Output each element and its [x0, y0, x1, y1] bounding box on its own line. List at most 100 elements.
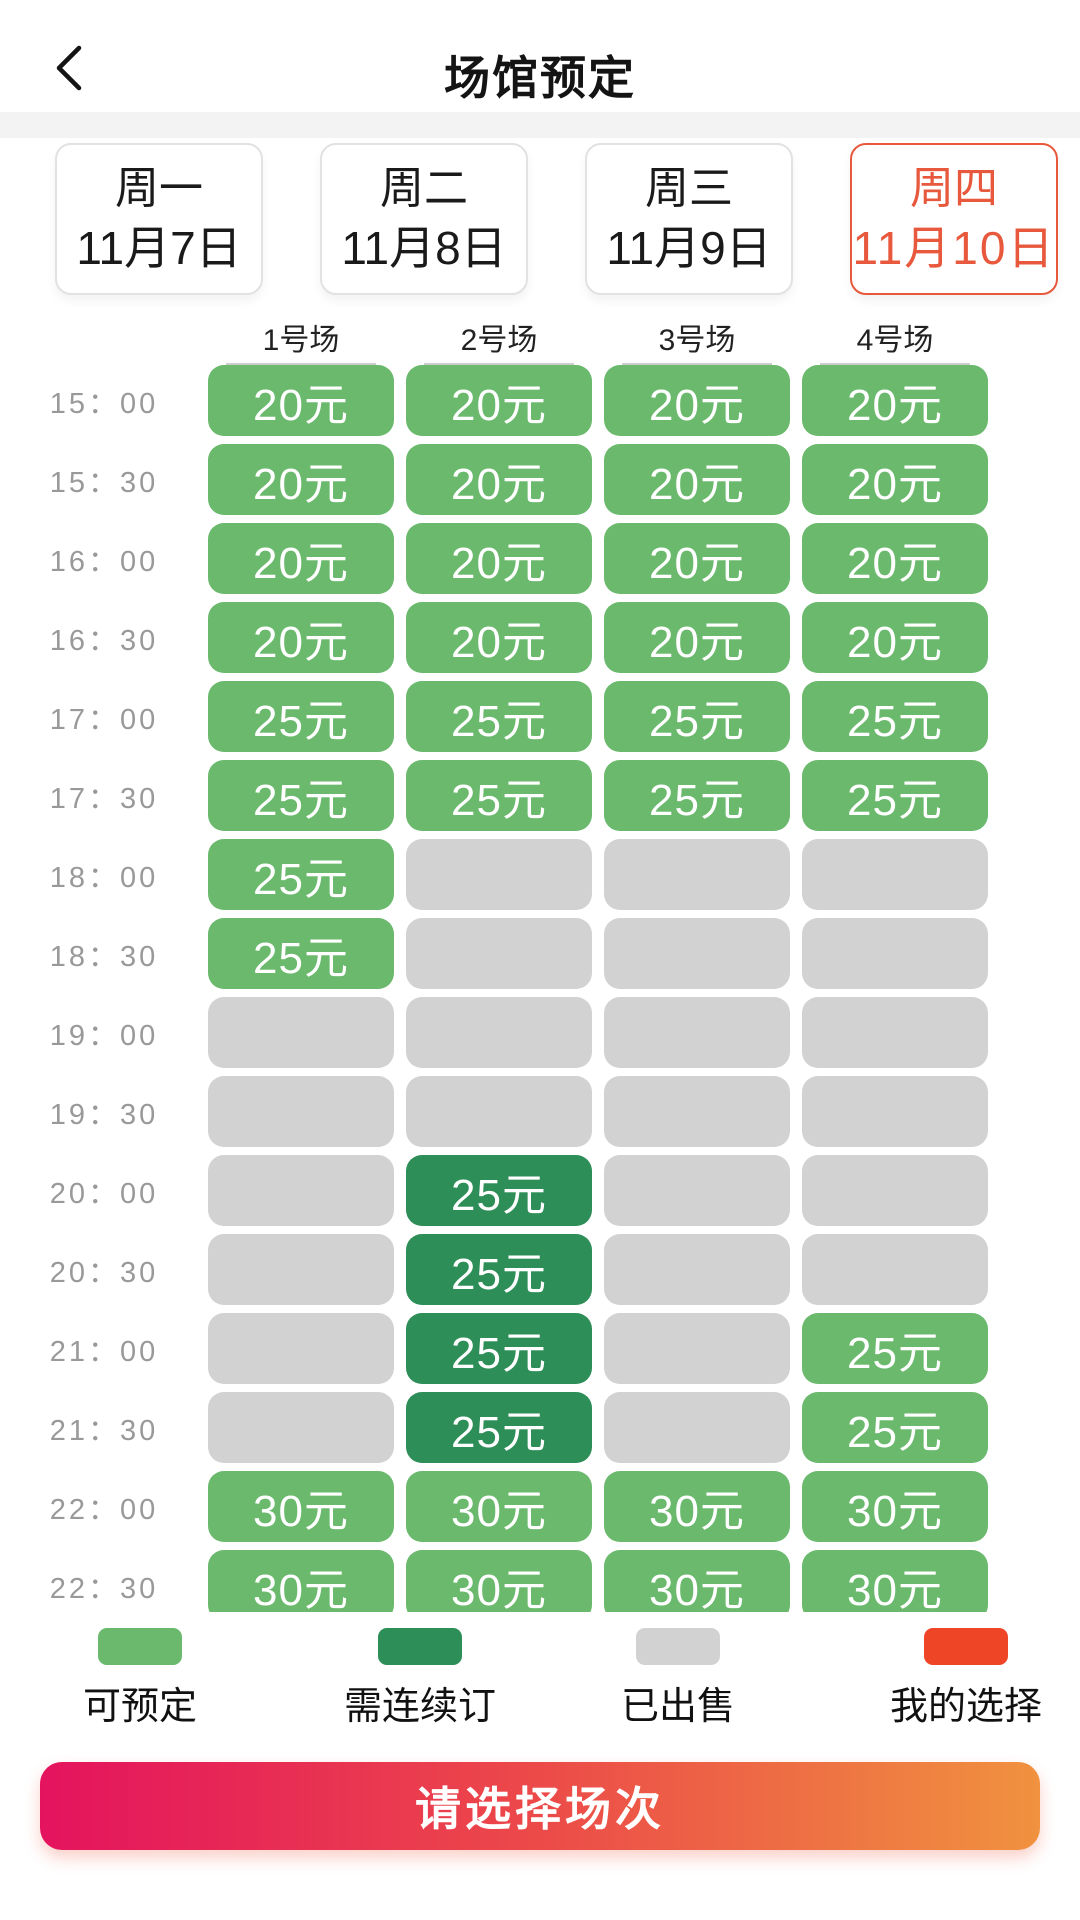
court-header: 3号场 — [604, 300, 790, 365]
time-slot-sold — [604, 1392, 790, 1463]
time-slot-sold — [802, 839, 988, 910]
time-label: 19：30 — [49, 1098, 159, 1131]
time-slot-available[interactable]: 20元 — [604, 523, 790, 594]
schedule-row: 17：00 25元 25元 25元 25元 — [0, 681, 1080, 752]
time-slot-available[interactable]: 20元 — [208, 444, 394, 515]
time-slot-available[interactable]: 25元 — [604, 760, 790, 831]
schedule-row: 15：00 20元 20元 20元 20元 — [0, 365, 1080, 436]
court-underline — [820, 363, 970, 365]
schedule-row: 18：30 25元 — [0, 918, 1080, 989]
time-slot-available[interactable]: 25元 — [208, 760, 394, 831]
date-tab-3[interactable]: 周三 11月9日 — [585, 143, 793, 295]
time-slot-available[interactable]: 25元 — [604, 681, 790, 752]
time-label: 21：00 — [49, 1335, 159, 1368]
time-slot-sold — [406, 1076, 592, 1147]
time-slot-available[interactable]: 20元 — [208, 365, 394, 436]
time-slot-available[interactable]: 20元 — [406, 602, 592, 673]
time-slot-available[interactable]: 30元 — [208, 1550, 394, 1612]
time-slot-sold — [802, 918, 988, 989]
date-tab-2[interactable]: 周二 11月8日 — [320, 143, 528, 295]
schedule-row: 20：30 25元 — [0, 1234, 1080, 1305]
time-slot-sold — [208, 1155, 394, 1226]
legend-item: 需连续订 — [344, 1628, 496, 1730]
time-slot-available[interactable]: 20元 — [802, 523, 988, 594]
court-underline — [622, 363, 772, 365]
time-label: 18：30 — [49, 940, 159, 973]
time-slot-available[interactable]: 25元 — [802, 760, 988, 831]
time-slot-chain[interactable]: 25元 — [406, 1392, 592, 1463]
time-label: 17：00 — [49, 703, 159, 736]
time-slot-available[interactable]: 30元 — [802, 1471, 988, 1542]
time-slot-available[interactable]: 20元 — [802, 444, 988, 515]
time-slot-available[interactable]: 25元 — [802, 681, 988, 752]
date-tab-weekday: 周一 — [115, 164, 203, 213]
time-slot-available[interactable]: 20元 — [604, 444, 790, 515]
legend-label: 需连续订 — [343, 1686, 497, 1728]
schedule-row: 19：00 — [0, 997, 1080, 1068]
schedule-grid: 1号场 2号场 3号场 4号场 15：00 20元 20元 20元 20元 15：30… — [0, 300, 1080, 1612]
court-header-row: 1号场 2号场 3号场 4号场 — [0, 300, 1080, 365]
time-slot-available[interactable]: 30元 — [406, 1471, 592, 1542]
time-slot-available[interactable]: 20元 — [406, 444, 592, 515]
select-session-button[interactable]: 请选择场次 — [40, 1762, 1040, 1850]
time-slot-available[interactable]: 30元 — [208, 1471, 394, 1542]
chevron-left-icon — [52, 44, 84, 97]
time-slot-sold — [604, 1313, 790, 1384]
header-divider — [0, 112, 1080, 138]
time-slot-sold — [208, 1392, 394, 1463]
time-label: 15：00 — [49, 387, 159, 420]
date-tab-1[interactable]: 周一 11月7日 — [55, 143, 263, 295]
time-slot-available[interactable]: 20元 — [208, 523, 394, 594]
time-label: 21：30 — [49, 1414, 159, 1447]
time-slot-available[interactable]: 20元 — [802, 602, 988, 673]
time-slot-available[interactable]: 20元 — [604, 365, 790, 436]
time-label: 19：00 — [49, 1019, 159, 1052]
court-name: 3号场 — [658, 324, 736, 357]
back-button[interactable] — [40, 40, 96, 100]
legend-label: 可预定 — [82, 1686, 198, 1728]
app-bar: 场馆预定 — [0, 0, 1080, 112]
legend-swatch — [923, 1628, 1008, 1665]
time-slot-available[interactable]: 30元 — [604, 1471, 790, 1542]
schedule-row: 22：30 30元 30元 30元 30元 — [0, 1550, 1080, 1612]
time-slot-available[interactable]: 30元 — [406, 1550, 592, 1612]
time-slot-available[interactable]: 25元 — [208, 918, 394, 989]
time-slot-sold — [208, 1076, 394, 1147]
time-label: 17：30 — [49, 782, 159, 815]
time-slot-available[interactable]: 20元 — [406, 523, 592, 594]
court-underline — [226, 363, 376, 365]
date-tab-date: 11月10日 — [852, 222, 1056, 274]
time-slot-available[interactable]: 30元 — [604, 1550, 790, 1612]
time-slot-available[interactable]: 30元 — [802, 1550, 988, 1612]
time-slot-sold — [802, 997, 988, 1068]
time-slot-sold — [604, 997, 790, 1068]
legend: 可预定 需连续订 已出售 我的选择 — [0, 1628, 1080, 1728]
schedule-row: 19：30 — [0, 1076, 1080, 1147]
schedule-row: 22：00 30元 30元 30元 30元 — [0, 1471, 1080, 1542]
time-slot-available[interactable]: 25元 — [802, 1392, 988, 1463]
date-tab-date: 11月8日 — [341, 222, 507, 274]
time-slot-available[interactable]: 20元 — [208, 602, 394, 673]
time-label: 18：00 — [49, 861, 159, 894]
time-slot-available[interactable]: 25元 — [208, 681, 394, 752]
date-tab-4[interactable]: 周四 11月10日 — [850, 143, 1058, 295]
time-slot-sold — [604, 1155, 790, 1226]
time-slot-chain[interactable]: 25元 — [406, 1313, 592, 1384]
time-slot-chain[interactable]: 25元 — [406, 1155, 592, 1226]
time-slot-chain[interactable]: 25元 — [406, 1234, 592, 1305]
time-slot-sold — [604, 918, 790, 989]
court-header: 2号场 — [406, 300, 592, 365]
time-slot-available[interactable]: 25元 — [802, 1313, 988, 1384]
time-slot-available[interactable]: 20元 — [802, 365, 988, 436]
date-tab-bar: 周一 11月7日 周二 11月8日 周三 11月9日 周四 11月10日 — [0, 143, 1080, 298]
time-slot-available[interactable]: 20元 — [604, 602, 790, 673]
time-slot-available[interactable]: 25元 — [406, 681, 592, 752]
time-slot-available[interactable]: 20元 — [406, 365, 592, 436]
date-tab-weekday: 周四 — [910, 164, 998, 213]
time-label: 16：00 — [49, 545, 159, 578]
date-tab-weekday: 周三 — [645, 164, 733, 213]
time-label: 22：00 — [49, 1493, 159, 1526]
time-slot-available[interactable]: 25元 — [406, 760, 592, 831]
court-name: 4号场 — [856, 324, 934, 357]
time-slot-available[interactable]: 25元 — [208, 839, 394, 910]
